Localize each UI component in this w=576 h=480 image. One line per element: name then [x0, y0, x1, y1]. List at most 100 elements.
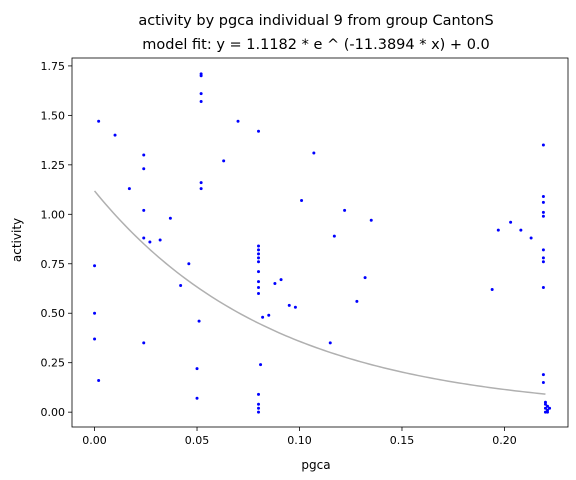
data-point	[293, 305, 297, 309]
data-point	[257, 129, 261, 133]
y-tick-label: 0.25	[41, 357, 66, 370]
data-point	[541, 200, 545, 204]
data-point	[158, 238, 162, 242]
data-point	[142, 208, 146, 212]
data-point	[541, 256, 545, 260]
data-point	[199, 100, 203, 104]
y-tick-label: 1.75	[41, 60, 66, 73]
x-tick-label: 0.10	[287, 434, 312, 447]
data-point	[257, 280, 261, 284]
data-point	[541, 380, 545, 384]
data-point	[546, 404, 549, 408]
data-point	[168, 216, 172, 220]
data-point	[97, 379, 101, 382]
data-point	[199, 92, 203, 96]
data-point	[195, 396, 199, 400]
data-point	[363, 276, 367, 280]
fit-curve-layer	[93, 190, 546, 395]
data-point	[261, 315, 265, 319]
data-point	[257, 402, 261, 406]
data-point	[543, 410, 547, 414]
data-point	[355, 299, 359, 303]
data-point	[300, 198, 304, 202]
fit-curve	[93, 190, 546, 395]
data-point	[257, 244, 261, 248]
x-tick-label: 0.15	[390, 434, 415, 447]
data-point	[519, 228, 523, 232]
data-point	[541, 260, 545, 264]
data-point	[332, 234, 336, 238]
data-point	[257, 256, 261, 260]
data-point	[197, 319, 201, 323]
y-tick-label: 0.50	[41, 307, 66, 320]
data-point	[529, 236, 533, 240]
data-point	[142, 236, 146, 240]
chart-title: activity by pgca individual 9 from group…	[138, 13, 493, 29]
y-tick-label: 1.00	[41, 208, 66, 221]
plot-area	[93, 72, 552, 414]
data-point	[541, 210, 545, 214]
data-point	[148, 240, 152, 244]
data-point	[257, 248, 261, 252]
data-point	[328, 341, 332, 345]
data-point	[312, 151, 316, 155]
y-tick-label: 0.75	[41, 258, 66, 271]
data-point	[490, 287, 494, 291]
data-point	[259, 363, 263, 367]
data-point	[548, 406, 552, 410]
data-point	[267, 313, 271, 317]
data-point	[142, 153, 146, 157]
data-point	[257, 410, 261, 414]
data-point	[287, 303, 291, 307]
y-tick-label: 1.50	[41, 109, 66, 122]
data-point	[257, 286, 261, 290]
data-point	[113, 133, 117, 137]
data-point	[257, 252, 261, 256]
data-point	[93, 337, 97, 341]
data-point	[546, 410, 549, 414]
x-tick-label: 0.00	[82, 434, 107, 447]
data-point	[541, 143, 545, 147]
data-points-layer	[93, 72, 552, 414]
data-point	[257, 392, 261, 396]
x-tick-label: 0.20	[492, 434, 517, 447]
data-point	[199, 187, 203, 191]
x-axis-ticks: 0.00 0.05 0.10 0.15 0.20	[82, 427, 517, 447]
data-point	[541, 373, 545, 377]
y-tick-label: 1.25	[41, 159, 66, 172]
data-point	[97, 119, 101, 123]
x-axis-label: pgca	[301, 458, 330, 472]
y-tick-label: 0.00	[41, 406, 66, 419]
data-point	[199, 74, 203, 78]
data-point	[142, 167, 146, 171]
y-axis-ticks: 0.00 0.25 0.50 0.75 1.00 1.25 1.50 1.75	[41, 60, 72, 419]
data-point	[257, 260, 261, 264]
data-point	[127, 187, 131, 191]
chart-subtitle: model fit: y = 1.1182 * e ^ (-11.3894 * …	[142, 37, 490, 53]
data-point	[195, 367, 199, 371]
data-point	[222, 159, 226, 163]
data-point	[179, 284, 183, 288]
data-point	[273, 282, 277, 286]
data-point	[257, 291, 261, 295]
data-point	[199, 181, 203, 185]
data-point	[543, 406, 547, 410]
y-axis-label: activity	[10, 218, 24, 262]
data-point	[257, 270, 261, 274]
data-point	[93, 311, 97, 315]
axes-frame	[71, 57, 569, 428]
data-point	[541, 195, 545, 198]
data-point	[496, 228, 500, 232]
data-point	[369, 218, 373, 222]
data-point	[543, 402, 547, 406]
data-point	[343, 208, 347, 212]
data-point	[187, 262, 191, 266]
data-point	[236, 119, 240, 123]
data-point	[257, 406, 261, 410]
x-tick-label: 0.05	[185, 434, 210, 447]
data-point	[509, 220, 513, 224]
data-point	[541, 248, 545, 252]
data-point	[541, 214, 545, 218]
